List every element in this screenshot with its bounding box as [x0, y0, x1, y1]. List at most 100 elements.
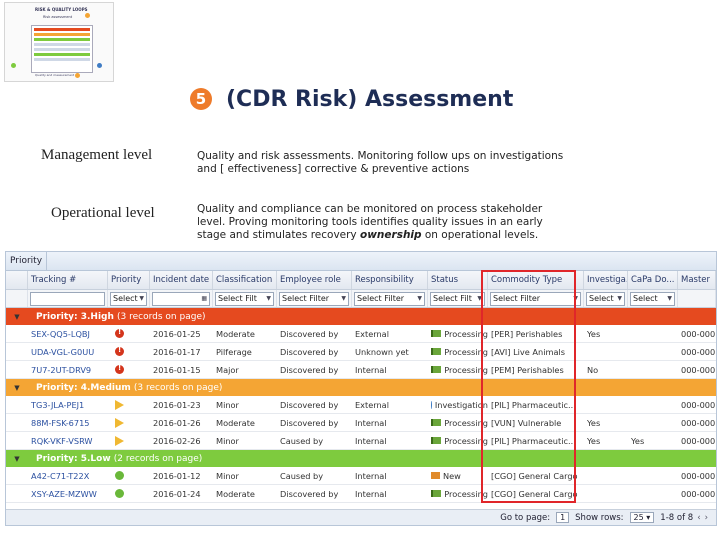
- filter-tracking-input[interactable]: [30, 291, 105, 306]
- grid-tab-bar: Priority: [6, 252, 716, 271]
- group-count: (3 records on page): [133, 382, 223, 393]
- table-row[interactable]: XSY-AZE-MZWW 2016-01-24 Moderate Discovered…: [6, 485, 716, 503]
- thumbnail-dot: [85, 13, 90, 18]
- investigation-cell: [584, 485, 628, 502]
- header-capa[interactable]: CaPa Do...: [628, 271, 678, 289]
- thumbnail-subtitle: Risk assessment: [43, 15, 73, 19]
- table-row[interactable]: 7U7-2UT-DRV9 2016-01-15 Major Discovered by…: [6, 361, 716, 379]
- operational-desc-line: stage and stimulates recovery ownership …: [197, 229, 697, 242]
- filter-priority[interactable]: Select ▼: [108, 290, 150, 307]
- commodity-cell: [PER] Perishables: [491, 328, 563, 339]
- capa-filter-select[interactable]: Select ▼: [630, 291, 675, 306]
- filter-capa[interactable]: Select ▼: [628, 290, 678, 307]
- header-status[interactable]: Status: [428, 271, 488, 289]
- collapse-icon[interactable]: ▼: [14, 312, 20, 321]
- investigation-cell: Yes: [587, 435, 601, 446]
- employee-role-filter-select[interactable]: Select Filter ▼: [279, 291, 349, 306]
- tracking-link[interactable]: 7U7-2UT-DRV9: [31, 364, 92, 375]
- table-row[interactable]: A42-C71-T22X 2016-01-12 Minor Caused by Inte…: [6, 467, 716, 485]
- tracking-link[interactable]: SEX-QQ5-LQBJ: [31, 328, 90, 339]
- filter-incident-date[interactable]: ▦: [150, 290, 213, 307]
- master-cell: 000-000: [681, 328, 716, 339]
- responsibility-cell: Internal: [355, 488, 387, 499]
- responsibility-cell: Internal: [355, 435, 387, 446]
- filter-responsibility[interactable]: Select Filter ▼: [352, 290, 428, 307]
- tab-priority[interactable]: Priority: [6, 252, 48, 270]
- rows-per-page-select[interactable]: 25 ▾: [629, 512, 655, 523]
- header-commodity-type[interactable]: Commodity Type: [488, 271, 584, 289]
- tracking-link[interactable]: RQK-VKF-VSRW: [31, 435, 93, 446]
- commodity-cell: [PEM] Perishables: [491, 364, 564, 375]
- table-row[interactable]: TG3-JLA-PEJ1 2016-01-23 Minor Discovered by…: [6, 396, 716, 414]
- status-cell: New: [428, 467, 488, 484]
- commodity-cell: [VUN] Vulnerable: [491, 417, 562, 428]
- tracking-link[interactable]: A42-C71-T22X: [31, 470, 90, 481]
- rows-per-page-value: 25: [633, 513, 644, 522]
- capa-cell: [628, 414, 678, 431]
- priority-icon: [115, 346, 124, 356]
- responsibility-filter-select[interactable]: Select Filter ▼: [354, 291, 425, 306]
- row-spacer: [6, 396, 28, 413]
- classification-filter-select[interactable]: Select Filt ▼: [215, 291, 274, 306]
- employee-role-cell: Discovered by: [280, 364, 339, 375]
- group-header[interactable]: ▼ Priority: 4.Medium (3 records on page): [6, 379, 716, 396]
- priority-filter-select[interactable]: Select ▼: [110, 291, 147, 306]
- row-spacer: [6, 325, 28, 342]
- group-header[interactable]: ▼ Priority: 5.Low (2 records on page): [6, 450, 716, 467]
- incident-date-cell: 2016-01-12: [153, 470, 201, 481]
- table-row[interactable]: SEX-QQ5-LQBJ 2016-01-25 Moderate Discovered…: [6, 325, 716, 343]
- header-priority[interactable]: Priority: [108, 271, 150, 289]
- filter-tracking[interactable]: [28, 290, 108, 307]
- header-master[interactable]: Master: [678, 271, 716, 289]
- goto-page-input[interactable]: 1: [556, 512, 570, 523]
- commodity-filter-select[interactable]: Select Filter ▼: [490, 291, 581, 306]
- employee-role-cell: Discovered by: [280, 328, 339, 339]
- classification-cell: Minor: [216, 399, 239, 410]
- classification-cell: Pilferage: [216, 346, 252, 357]
- filter-employee-role[interactable]: Select Filter ▼: [277, 290, 352, 307]
- calendar-icon[interactable]: ▦: [201, 295, 207, 302]
- classification-cell: Moderate: [216, 488, 255, 499]
- filter-classification[interactable]: Select Filt ▼: [213, 290, 277, 307]
- investigation-filter-select[interactable]: Select ▼: [586, 291, 625, 306]
- table-row[interactable]: RQK-VKF-VSRW 2016-02-26 Minor Caused by Inte…: [6, 432, 716, 450]
- filter-investigation[interactable]: Select ▼: [584, 290, 628, 307]
- tracking-link[interactable]: 88M-FSK-6715: [31, 417, 90, 428]
- header-classification[interactable]: Classification: [213, 271, 277, 289]
- incident-date-cell: 2016-02-26: [153, 435, 201, 446]
- incident-date-filter-input[interactable]: ▦: [152, 291, 210, 306]
- tracking-link[interactable]: UDA-VGL-G0UU: [31, 346, 95, 357]
- incident-date-cell: 2016-01-17: [153, 346, 201, 357]
- table-row[interactable]: UDA-VGL-G0UU 2016-01-17 Pilferage Discovere…: [6, 343, 716, 361]
- group-header[interactable]: ▼ Priority: 3.High (3 records on page): [6, 308, 716, 325]
- table-row[interactable]: 88M-FSK-6715 2016-01-26 Moderate Discovered…: [6, 414, 716, 432]
- header-incident-date[interactable]: Incident date: [150, 271, 213, 289]
- status-filter-select[interactable]: Select Filt ▼: [430, 291, 485, 306]
- status-cell: Processing: [428, 485, 488, 502]
- header-employee-role[interactable]: Employee role: [277, 271, 352, 289]
- filter-status[interactable]: Select Filt ▼: [428, 290, 488, 307]
- status-cell: Processing: [428, 343, 488, 360]
- thumbnail-dot: [11, 63, 16, 68]
- tracking-link[interactable]: XSY-AZE-MZWW: [31, 488, 97, 499]
- operational-level-label: Operational level: [51, 205, 155, 221]
- employee-role-cell: Caused by: [280, 470, 324, 481]
- prev-page-icon[interactable]: ‹: [697, 512, 701, 523]
- tracking-link[interactable]: TG3-JLA-PEJ1: [31, 399, 85, 410]
- capa-cell: [628, 361, 678, 378]
- header-investigation[interactable]: Investiga..: [584, 271, 628, 289]
- collapse-icon[interactable]: ▼: [14, 454, 20, 463]
- filter-commodity-type[interactable]: Select Filter ▼: [488, 290, 584, 307]
- employee-role-cell: Discovered by: [280, 488, 339, 499]
- incident-date-cell: 2016-01-24: [153, 488, 201, 499]
- commodity-cell: [CGO] General Cargo: [491, 488, 578, 499]
- priority-cell: [108, 432, 150, 449]
- row-spacer: [6, 343, 28, 360]
- header-tracking[interactable]: Tracking #: [28, 271, 108, 289]
- next-page-icon[interactable]: ›: [704, 512, 708, 523]
- header-responsibility[interactable]: Responsibility: [352, 271, 428, 289]
- group-label: Priority: 5.Low (2 records on page): [28, 454, 202, 464]
- status-text: New: [443, 470, 461, 481]
- priority-cell: [108, 396, 150, 413]
- collapse-icon[interactable]: ▼: [14, 383, 20, 392]
